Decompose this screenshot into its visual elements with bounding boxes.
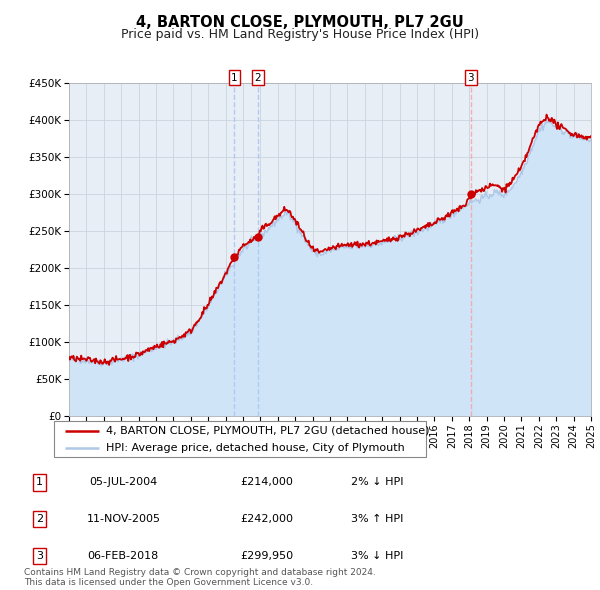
Text: 4, BARTON CLOSE, PLYMOUTH, PL7 2GU (detached house): 4, BARTON CLOSE, PLYMOUTH, PL7 2GU (deta…: [106, 425, 430, 435]
Text: 2: 2: [255, 73, 262, 83]
Text: 4, BARTON CLOSE, PLYMOUTH, PL7 2GU: 4, BARTON CLOSE, PLYMOUTH, PL7 2GU: [136, 15, 464, 30]
Text: 1: 1: [231, 73, 238, 83]
Text: 3% ↓ HPI: 3% ↓ HPI: [351, 551, 403, 561]
Text: 11-NOV-2005: 11-NOV-2005: [86, 514, 160, 524]
Text: 06-FEB-2018: 06-FEB-2018: [88, 551, 159, 561]
FancyBboxPatch shape: [54, 421, 426, 457]
Text: 2% ↓ HPI: 2% ↓ HPI: [351, 477, 404, 487]
Text: 3: 3: [36, 551, 43, 561]
Text: 1: 1: [36, 477, 43, 487]
Text: Contains HM Land Registry data © Crown copyright and database right 2024.
This d: Contains HM Land Registry data © Crown c…: [24, 568, 376, 587]
Text: £214,000: £214,000: [241, 477, 293, 487]
Text: 2: 2: [36, 514, 43, 524]
Text: £242,000: £242,000: [241, 514, 293, 524]
Text: 3% ↑ HPI: 3% ↑ HPI: [351, 514, 403, 524]
Text: £299,950: £299,950: [241, 551, 293, 561]
Text: Price paid vs. HM Land Registry's House Price Index (HPI): Price paid vs. HM Land Registry's House …: [121, 28, 479, 41]
Text: 3: 3: [467, 73, 474, 83]
Text: 05-JUL-2004: 05-JUL-2004: [89, 477, 157, 487]
Text: HPI: Average price, detached house, City of Plymouth: HPI: Average price, detached house, City…: [106, 443, 405, 453]
